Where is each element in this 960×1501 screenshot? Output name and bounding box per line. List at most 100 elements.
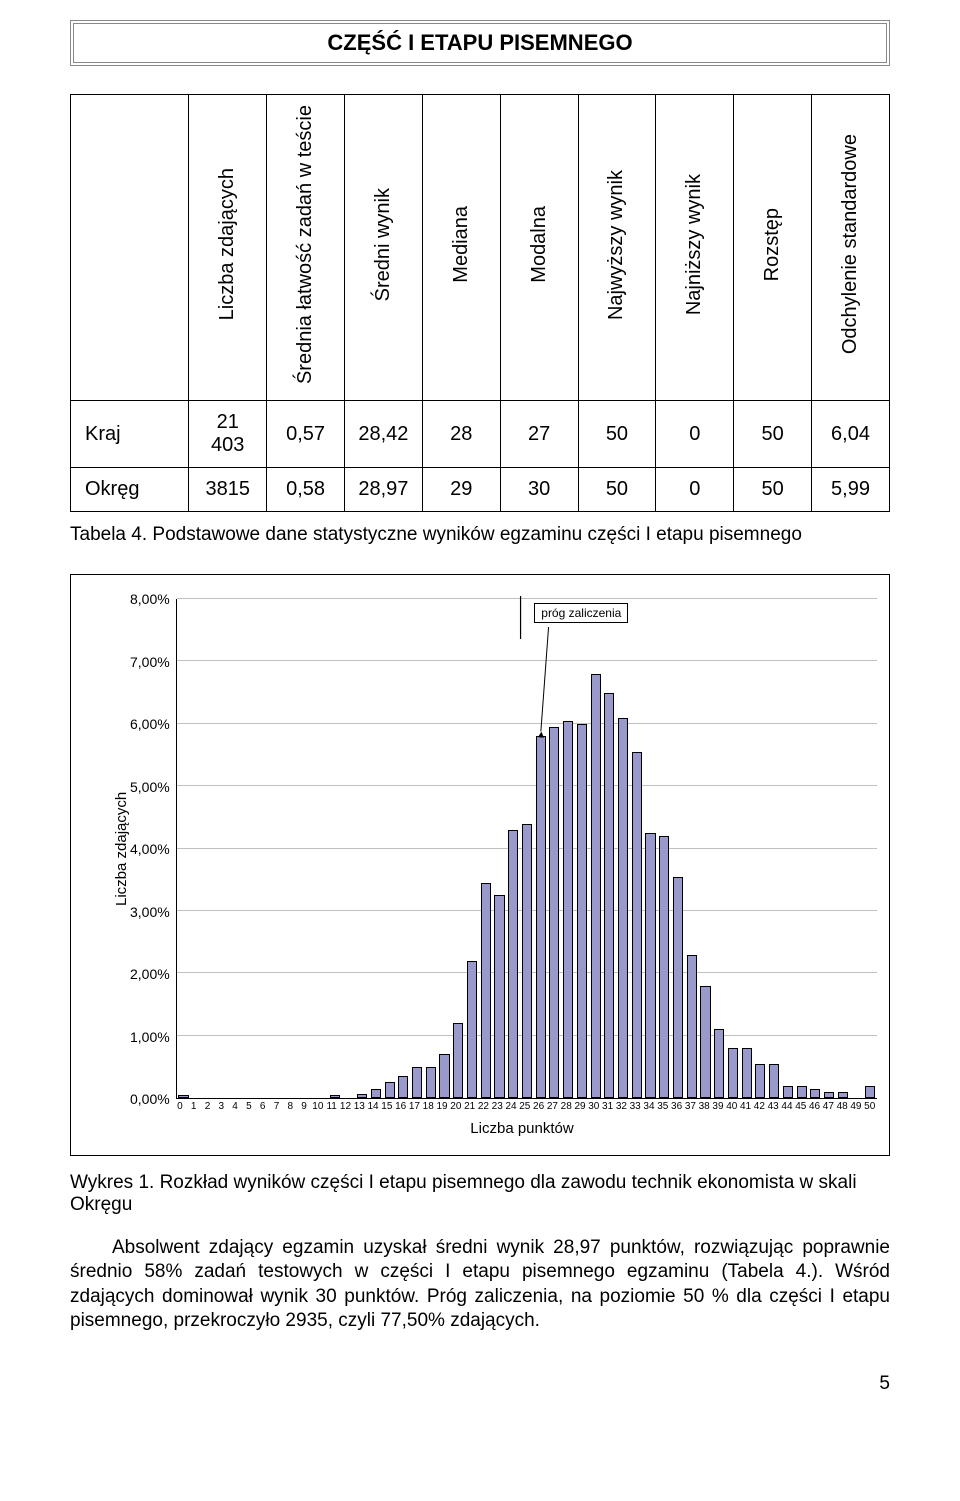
bar-slot: [520, 599, 534, 1098]
chart-bar: [783, 1086, 793, 1098]
chart-bar: [426, 1067, 436, 1098]
x-axis-label: Liczba punktów: [167, 1120, 877, 1137]
bar-slot: [493, 599, 507, 1098]
chart-bar: [385, 1082, 395, 1098]
col-header: Liczba zdających: [189, 95, 267, 401]
chart-bar: [632, 752, 642, 1098]
bar-slot: [177, 599, 191, 1098]
col-header: Najwyższy wynik: [578, 95, 656, 401]
chart-bar: [371, 1089, 381, 1098]
bar-slot: [548, 599, 562, 1098]
chart-bar: [700, 986, 710, 1098]
bar-slot: [355, 599, 369, 1098]
bar-slot: [767, 599, 781, 1098]
bar-slot: [369, 599, 383, 1098]
bar-slot: [808, 599, 822, 1098]
table-cell: 50: [578, 401, 656, 468]
chart-bar: [412, 1067, 422, 1098]
bar-slot: [644, 599, 658, 1098]
chart-bar: [494, 895, 504, 1098]
row-label: Kraj: [71, 401, 189, 468]
bar-slot: [754, 599, 768, 1098]
chart-bar: [755, 1064, 765, 1098]
col-header: Mediana: [422, 95, 500, 401]
chart-bar: [687, 955, 697, 1098]
table-cell: 3815: [189, 468, 267, 512]
col-header: Średnia łatwość zadań w teście: [267, 95, 345, 401]
chart-bar: [453, 1023, 463, 1098]
table-cell: 0,57: [267, 401, 345, 468]
table-row: Kraj21 4030,5728,422827500506,04: [71, 401, 890, 468]
bar-slot: [273, 599, 287, 1098]
table-cell: 21 403: [189, 401, 267, 468]
bar-slot: [740, 599, 754, 1098]
stats-table: Liczba zdających Średnia łatwość zadań w…: [70, 94, 890, 512]
y-axis-ticks: 8,00%7,00%6,00%5,00%4,00%3,00%2,00%1,00%…: [130, 599, 176, 1099]
bar-slot: [781, 599, 795, 1098]
table-cell: 0: [656, 468, 734, 512]
chart-bar: [439, 1054, 449, 1098]
bar-slot: [259, 599, 273, 1098]
chart-bar: [865, 1086, 875, 1098]
table-caption: Tabela 4. Podstawowe dane statystyczne w…: [70, 524, 890, 546]
chart-bar: [769, 1064, 779, 1098]
chart-bar: [797, 1086, 807, 1098]
table-cell: 50: [734, 401, 812, 468]
col-header: Najniższy wynik: [656, 95, 734, 401]
bar-slot: [396, 599, 410, 1098]
bar-slot: [204, 599, 218, 1098]
bar-slot: [328, 599, 342, 1098]
bar-slot: [245, 599, 259, 1098]
chart-bar: [742, 1048, 752, 1098]
bar-slot: [699, 599, 713, 1098]
chart-plot: próg zaliczenia: [176, 599, 877, 1099]
table-cell: 5,99: [812, 468, 890, 512]
bar-slot: [314, 599, 328, 1098]
bar-slot: [287, 599, 301, 1098]
chart-bar: [577, 724, 587, 1098]
chart-bar: [824, 1092, 834, 1098]
bar-slot: [438, 599, 452, 1098]
chart-bar: [522, 824, 532, 1098]
bar-slot: [190, 599, 204, 1098]
bar-slot: [232, 599, 246, 1098]
bar-slot: [863, 599, 877, 1098]
chart-bar: [810, 1089, 820, 1098]
table-cell: 28: [422, 401, 500, 468]
bar-slot: [575, 599, 589, 1098]
row-label: Okręg: [71, 468, 189, 512]
col-header: Rozstęp: [734, 95, 812, 401]
bar-slot: [451, 599, 465, 1098]
col-header: Modalna: [500, 95, 578, 401]
table-cell: 30: [500, 468, 578, 512]
table-cell: 28,42: [344, 401, 422, 468]
bar-slot: [685, 599, 699, 1098]
col-header: Odchylenie standardowe: [812, 95, 890, 401]
bar-slot: [589, 599, 603, 1098]
bar-slot: [218, 599, 232, 1098]
bar-slot: [671, 599, 685, 1098]
chart-bar: [645, 833, 655, 1098]
chart-bar: [178, 1095, 188, 1098]
y-axis-label: Liczba zdających: [107, 599, 130, 1099]
chart-bar: [357, 1094, 367, 1098]
chart-bar: [618, 718, 628, 1098]
chart-bar: [714, 1029, 724, 1098]
prog-label-box: próg zaliczenia: [534, 603, 628, 623]
col-header: Średni wynik: [344, 95, 422, 401]
bar-slot: [479, 599, 493, 1098]
bar-slot: [465, 599, 479, 1098]
table-cell: 50: [578, 468, 656, 512]
bar-slot: [342, 599, 356, 1098]
bar-slot: [657, 599, 671, 1098]
table-cell: 6,04: [812, 401, 890, 468]
x-axis-ticks: 0123456789101112131415161718192021222324…: [173, 1101, 877, 1112]
body-paragraph: Absolwent zdający egzamin uzyskał średni…: [70, 1236, 890, 1333]
table-row: Okręg38150,5828,972930500505,99: [71, 468, 890, 512]
table-cell: 0: [656, 401, 734, 468]
header-corner: [71, 95, 189, 401]
chart-bar: [591, 674, 601, 1098]
chart-bar: [398, 1076, 408, 1098]
bar-slot: [506, 599, 520, 1098]
bar-slot: [534, 599, 548, 1098]
